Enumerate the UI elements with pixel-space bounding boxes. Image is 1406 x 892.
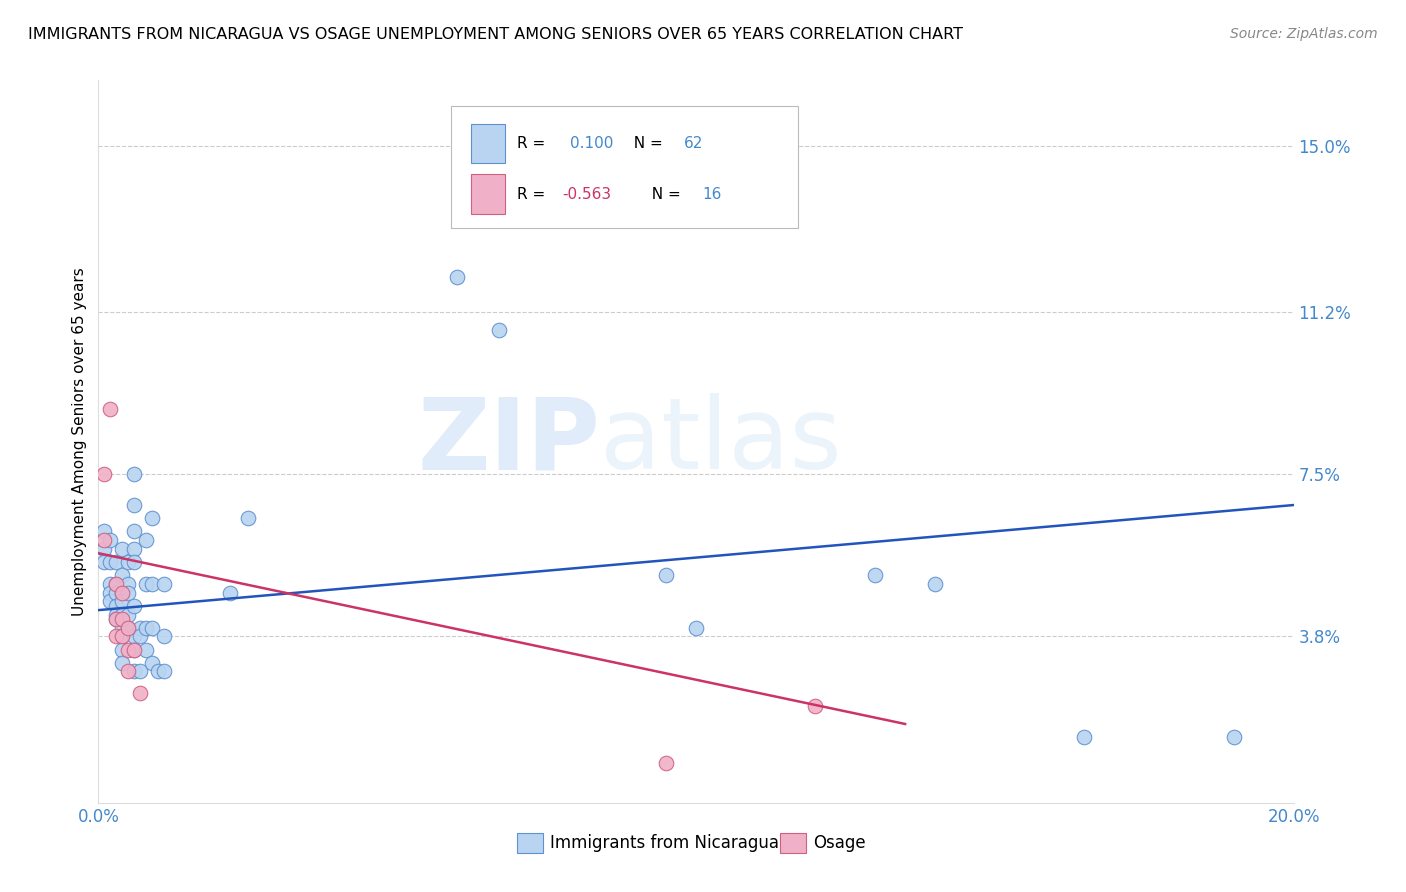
Point	[93, 533, 115, 547]
Point	[93, 555, 115, 569]
Text: -0.563: -0.563	[562, 187, 612, 202]
Point	[124, 599, 146, 613]
Point	[98, 594, 122, 608]
Point	[124, 629, 146, 643]
Text: 0.100: 0.100	[571, 136, 614, 152]
Point	[488, 323, 510, 337]
Point	[1223, 730, 1246, 744]
Point	[98, 533, 122, 547]
Point	[124, 642, 146, 657]
Point	[236, 511, 259, 525]
Point	[117, 665, 139, 679]
Point	[685, 621, 707, 635]
FancyBboxPatch shape	[451, 105, 797, 228]
Point	[141, 656, 163, 670]
Point	[111, 629, 134, 643]
Bar	[471, 174, 505, 214]
Point	[135, 533, 157, 547]
Point	[111, 656, 134, 670]
Text: IMMIGRANTS FROM NICARAGUA VS OSAGE UNEMPLOYMENT AMONG SENIORS OVER 65 YEARS CORR: IMMIGRANTS FROM NICARAGUA VS OSAGE UNEMP…	[28, 27, 963, 42]
Point	[117, 621, 139, 635]
Point	[105, 577, 128, 591]
Point	[141, 577, 163, 591]
Point	[105, 612, 128, 626]
Bar	[517, 833, 543, 854]
Point	[153, 665, 176, 679]
Point	[124, 555, 146, 569]
Point	[111, 621, 134, 635]
Point	[105, 607, 128, 622]
Point	[135, 621, 157, 635]
Point	[117, 585, 139, 599]
Point	[105, 555, 128, 569]
Point	[111, 607, 134, 622]
Point	[111, 568, 134, 582]
Point	[129, 629, 152, 643]
Point	[98, 585, 122, 599]
Point	[111, 585, 134, 599]
Text: N =: N =	[624, 136, 668, 152]
Point	[117, 555, 139, 569]
Point	[219, 585, 242, 599]
Point	[135, 577, 157, 591]
Point	[129, 686, 152, 700]
Point	[148, 665, 170, 679]
Text: Source: ZipAtlas.com: Source: ZipAtlas.com	[1230, 27, 1378, 41]
Point	[124, 467, 146, 482]
Point	[141, 621, 163, 635]
Point	[111, 541, 134, 556]
Point	[105, 585, 128, 599]
Text: N =: N =	[643, 187, 686, 202]
Point	[117, 577, 139, 591]
Point	[124, 642, 146, 657]
Text: R =: R =	[517, 136, 555, 152]
Point	[804, 699, 827, 714]
Y-axis label: Unemployment Among Seniors over 65 years: Unemployment Among Seniors over 65 years	[72, 268, 87, 615]
Point	[129, 665, 152, 679]
Point	[105, 599, 128, 613]
Text: atlas: atlas	[600, 393, 842, 490]
Point	[93, 467, 115, 482]
Point	[98, 555, 122, 569]
Point	[105, 612, 128, 626]
Point	[153, 577, 176, 591]
Point	[124, 665, 146, 679]
Point	[141, 511, 163, 525]
Point	[111, 612, 134, 626]
Point	[105, 577, 128, 591]
Point	[117, 607, 139, 622]
Point	[1073, 730, 1095, 744]
Point	[98, 401, 122, 416]
Point	[111, 642, 134, 657]
Point	[446, 270, 468, 285]
Point	[124, 498, 146, 512]
Text: Immigrants from Nicaragua: Immigrants from Nicaragua	[550, 834, 779, 852]
Point	[111, 594, 134, 608]
Point	[135, 642, 157, 657]
Point	[117, 642, 139, 657]
Point	[865, 568, 887, 582]
Point	[124, 541, 146, 556]
Point	[105, 629, 128, 643]
Point	[655, 568, 678, 582]
Point	[93, 524, 115, 539]
Point	[111, 629, 134, 643]
Point	[924, 577, 946, 591]
Text: Osage: Osage	[813, 834, 866, 852]
Text: ZIP: ZIP	[418, 393, 600, 490]
Point	[117, 621, 139, 635]
Bar	[471, 124, 505, 163]
Point	[129, 621, 152, 635]
Text: R =: R =	[517, 187, 550, 202]
Bar	[779, 833, 806, 854]
Point	[98, 577, 122, 591]
Point	[93, 541, 115, 556]
Text: 16: 16	[702, 187, 721, 202]
Point	[153, 629, 176, 643]
Text: 62: 62	[685, 136, 703, 152]
Point	[655, 756, 678, 771]
Point	[111, 585, 134, 599]
Point	[124, 524, 146, 539]
